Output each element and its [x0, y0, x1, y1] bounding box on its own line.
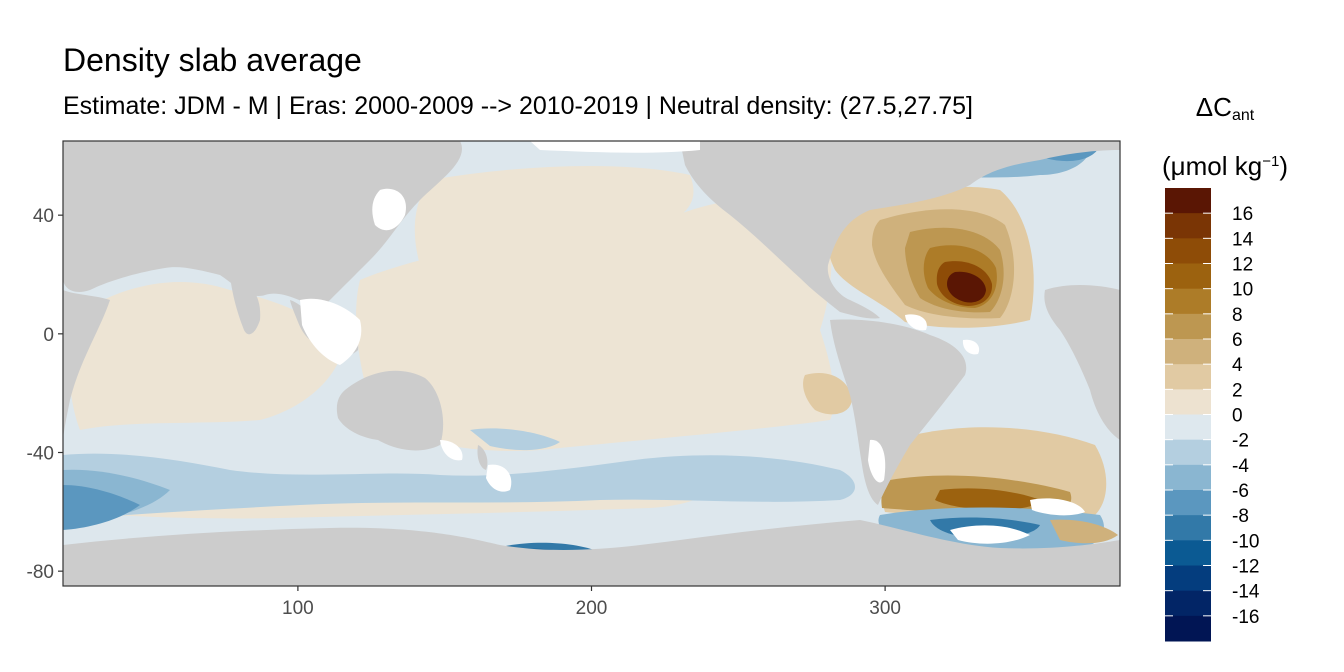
legend-label: 8 — [1232, 305, 1243, 326]
legend-label: 16 — [1232, 204, 1253, 225]
legend-swatch — [1165, 414, 1211, 441]
legend-swatch — [1165, 490, 1211, 516]
missing-new-guinea — [440, 440, 463, 461]
legend-swatch — [1165, 213, 1211, 239]
legend-label: -10 — [1232, 531, 1259, 552]
legend-swatch — [1165, 263, 1211, 290]
x-axis: 100 200 300 — [282, 586, 901, 619]
south-atlantic-anomaly-10 — [935, 488, 1040, 510]
map-panel — [63, 141, 1120, 586]
legend-swatch — [1165, 313, 1211, 340]
legend-label: 2 — [1232, 380, 1243, 401]
land-india — [230, 275, 261, 335]
missing-south-pacific — [486, 464, 512, 492]
y-axis: 40 0 -40 -80 — [27, 206, 63, 583]
legend-swatch — [1165, 364, 1211, 390]
legend-label: 14 — [1232, 229, 1254, 250]
missing-caribbean — [905, 314, 927, 331]
legend-label: -14 — [1232, 582, 1260, 603]
negative-anomaly-southern-3 — [63, 485, 140, 530]
land-eurasia — [63, 141, 462, 310]
legend-label: -16 — [1232, 607, 1259, 628]
legend-swatch — [1165, 590, 1211, 617]
land-australia — [336, 370, 444, 451]
missing-arctic — [530, 141, 700, 153]
legend-swatch — [1165, 389, 1211, 415]
y-tick-label: -80 — [27, 562, 54, 583]
legend-label: 6 — [1232, 330, 1243, 351]
legend-swatch — [1165, 188, 1211, 214]
missing-weddell — [950, 525, 1030, 544]
legend-label: 4 — [1232, 355, 1243, 376]
legend-symbol: ΔC — [1195, 92, 1232, 122]
x-tick-label: 200 — [576, 598, 608, 619]
legend-swatch — [1165, 439, 1211, 466]
land-africa-east — [1044, 285, 1120, 440]
chart-title: Density slab average — [63, 42, 362, 78]
missing-south-atlantic — [868, 439, 886, 483]
land-africa — [63, 290, 110, 440]
legend-swatch — [1165, 615, 1211, 642]
positive-anomaly-indian — [68, 281, 345, 430]
negative-anomaly-tasman — [470, 428, 560, 451]
legend-swatch — [1165, 238, 1211, 264]
missing-indonesia — [300, 298, 362, 365]
legend-swatch — [1165, 515, 1211, 541]
legend-swatch — [1165, 565, 1211, 592]
x-tick-label: 100 — [282, 598, 314, 619]
positive-anomaly-weddell-rim — [1050, 519, 1118, 544]
legend-colorbar: 16 14 12 10 8 6 4 2 0 -2 -4 -6 -8 -10 -12 -14 -16 — [1165, 188, 1260, 642]
missing-weddell-east — [1030, 498, 1085, 516]
legend-label: -4 — [1232, 456, 1249, 477]
legend-unit-superscript: −1 — [1262, 153, 1280, 170]
north-atlantic-anomaly-16 — [947, 271, 986, 303]
missing-africa-west — [962, 339, 980, 355]
land-antarctica — [63, 520, 1120, 586]
land-north-america — [680, 141, 1120, 319]
negative-anomaly-southern-1 — [63, 453, 855, 520]
legend-label: -8 — [1232, 506, 1249, 527]
positive-anomaly-pacific-east — [414, 165, 694, 265]
y-tick-label: 0 — [43, 325, 54, 346]
legend-title: ΔCant (μmol kg−1) — [1150, 84, 1300, 189]
land-new-zealand — [477, 445, 488, 470]
legend-unit-open: (μmol kg — [1162, 151, 1263, 181]
missing-data — [300, 141, 1085, 544]
x-tick-label: 300 — [869, 598, 901, 619]
positive-anomaly-peru — [803, 372, 852, 415]
legend-swatch — [1165, 540, 1211, 566]
legend-swatch — [1165, 288, 1211, 315]
positive-anomaly-pacific — [356, 198, 835, 451]
legend-swatch — [1165, 464, 1211, 491]
legend-label: 10 — [1232, 280, 1253, 301]
y-tick-label: 40 — [33, 206, 54, 227]
land-greenland — [900, 141, 1010, 176]
legend-label: 12 — [1232, 255, 1253, 276]
legend-label: 0 — [1232, 406, 1243, 427]
legend-symbol-subscript: ant — [1231, 107, 1255, 124]
legend-label: -6 — [1232, 481, 1249, 502]
y-tick-label: -40 — [27, 444, 54, 465]
legend-label: -2 — [1232, 431, 1249, 452]
missing-okhotsk — [372, 188, 406, 231]
legend-swatch — [1165, 339, 1211, 365]
legend-unit-close: ) — [1279, 151, 1288, 181]
chart-subtitle: Estimate: JDM - M | Eras: 2000-2009 --> … — [63, 92, 973, 120]
legend-label: -12 — [1232, 557, 1259, 578]
land-masses — [63, 141, 1120, 586]
land-south-america — [830, 319, 967, 505]
